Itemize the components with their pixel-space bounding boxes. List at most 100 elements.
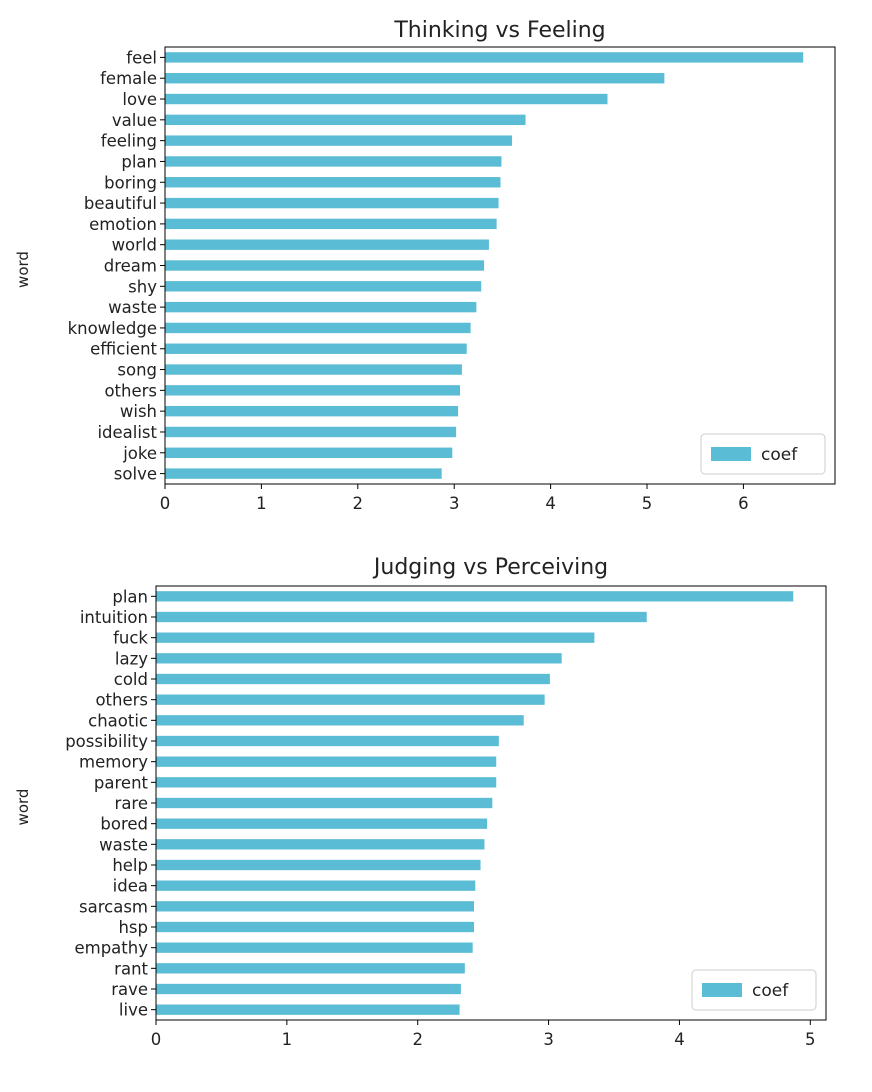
y-axis-label: word (14, 789, 32, 826)
y-tick-label: feel (126, 48, 157, 67)
chart-2: Judging vs Perceiving plan intuition fuckla… (14, 555, 827, 1049)
y-tick-label: idea (113, 877, 148, 896)
y-tick-label: waste (99, 835, 148, 854)
y-tick-label: feeling (101, 132, 157, 151)
bar (156, 653, 562, 664)
x-tick-label: 0 (160, 494, 171, 513)
bar (165, 239, 489, 250)
bar (165, 177, 501, 188)
bar (165, 405, 459, 417)
y-tick-label: plan (121, 152, 157, 171)
y-tick-label: boring (104, 173, 157, 192)
bar (156, 839, 485, 850)
y-tick-label: possibility (65, 732, 148, 751)
bar (165, 447, 453, 458)
bar (165, 135, 513, 146)
bar (165, 426, 457, 438)
bar (165, 343, 467, 354)
bar (156, 983, 461, 995)
y-tick-label: efficient (90, 340, 157, 359)
y-tick-label: dream (104, 257, 157, 276)
bar (156, 818, 488, 829)
plot-frame (155, 585, 827, 1021)
bar (156, 921, 474, 933)
chart-title: Thinking vs Feeling (393, 18, 605, 43)
y-tick-label: intuition (80, 608, 148, 627)
bar (156, 715, 524, 726)
bar (156, 901, 474, 912)
bar (165, 322, 471, 334)
y-tick-label: shy (128, 277, 157, 296)
y-tick-label: cold (114, 670, 148, 689)
y-tick-label: world (112, 236, 157, 255)
y-tick-label: female (100, 69, 157, 88)
y-tick-label: wish (120, 402, 157, 421)
bar (156, 963, 465, 974)
y-tick-label: sarcasm (79, 897, 148, 916)
y-tick-label: chaotic (88, 711, 148, 730)
legend-swatch (702, 983, 742, 997)
y-tick-label: emotion (89, 215, 157, 234)
bar (165, 52, 804, 63)
x-tick-label: 3 (449, 494, 460, 513)
y-tick-label: memory (79, 753, 148, 772)
bar (165, 281, 482, 292)
x-tick-label: 3 (543, 1030, 554, 1049)
chart-1: Thinking vs Feeling feel female love value fe… (14, 18, 836, 513)
bar (156, 611, 647, 623)
bar (156, 673, 550, 685)
bar (156, 859, 481, 871)
y-tick-label: idealist (97, 423, 157, 442)
y-tick-label: joke (122, 444, 157, 463)
x-tick-label: 1 (282, 1030, 293, 1049)
x-tick-label: 1 (256, 494, 267, 513)
y-tick-label: lazy (115, 649, 148, 668)
y-tick-label: help (112, 856, 148, 875)
x-tick-label: 0 (151, 1030, 162, 1049)
bar (156, 591, 794, 602)
bar (156, 1004, 460, 1015)
legend-label: coef (752, 981, 789, 1001)
y-tick-label: love (122, 90, 157, 109)
x-tick-label: 5 (642, 494, 653, 513)
x-tick-label: 4 (674, 1030, 685, 1049)
y-tick-label: parent (94, 773, 149, 792)
legend: coef (700, 433, 826, 475)
y-tick-label: value (112, 111, 157, 130)
y-tick-label: plan (112, 587, 148, 606)
y-tick-label: solve (114, 465, 157, 484)
bar (165, 114, 526, 126)
y-tick-label: waste (108, 298, 157, 317)
y-tick-label: beautiful (84, 194, 157, 213)
x-tick-label: 2 (353, 494, 364, 513)
bar (165, 364, 462, 375)
y-tick-label: others (95, 691, 148, 710)
bar (165, 468, 442, 479)
bar (165, 218, 497, 230)
bar (165, 301, 477, 313)
bar (156, 797, 493, 809)
y-tick-label: live (119, 1001, 148, 1020)
y-tick-label: knowledge (68, 319, 157, 338)
x-tick-label: 4 (545, 494, 556, 513)
y-tick-label: rant (114, 959, 148, 978)
bar (165, 156, 502, 167)
y-tick-label: empathy (74, 939, 148, 958)
y-axis-label: word (14, 251, 32, 288)
bar (165, 73, 665, 84)
bar (165, 385, 460, 396)
y-tick-label: rave (111, 980, 148, 999)
legend-box (700, 433, 826, 475)
y-tick-label: others (104, 381, 157, 400)
plot-frame (164, 46, 836, 485)
bar (156, 880, 476, 891)
y-tick-label: song (117, 361, 157, 380)
legend-swatch (711, 447, 751, 461)
bar (156, 756, 497, 767)
y-tick-label: rare (115, 794, 148, 813)
x-tick-label: 5 (805, 1030, 816, 1049)
bar (165, 260, 485, 271)
y-tick-label: hsp (118, 918, 148, 937)
bar (156, 777, 497, 788)
